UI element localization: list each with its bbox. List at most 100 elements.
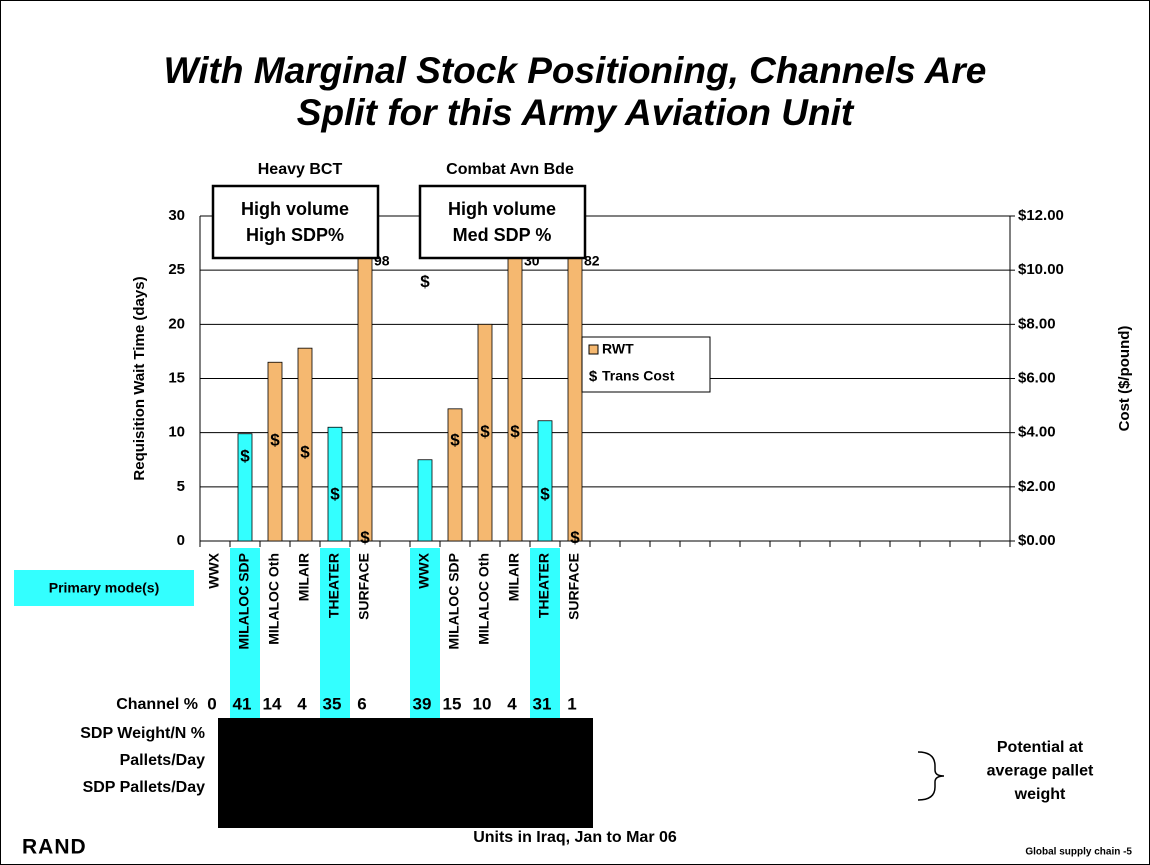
x-tick-label: MILALOC Oth [266, 553, 282, 645]
legend [581, 336, 711, 393]
x-tick-label: MILALOC SDP [446, 553, 462, 649]
channel-pct: 14 [263, 694, 282, 713]
cost-marker: $ [420, 272, 430, 291]
title-line: Split for this Army Aviation Unit [297, 92, 855, 133]
y-axis-label: Requisition Wait Time (days) [131, 276, 148, 480]
channel-pct: 39 [413, 694, 432, 713]
cost-marker: $ [240, 447, 250, 466]
y2-tick-label: $12.00 [1018, 207, 1064, 224]
legend-marker: $ [589, 368, 598, 385]
primary-key [14, 570, 194, 606]
note-line: Potential at [997, 739, 1084, 756]
y2-tick-label: $2.00 [1018, 478, 1056, 495]
channel-pct: 31 [533, 694, 552, 713]
primary-highlight [230, 548, 260, 718]
note-box [418, 184, 587, 260]
note-text: High volume [241, 199, 349, 219]
note-text: High volume [448, 199, 556, 219]
title-line: With Marginal Stock Positioning, Channel… [164, 50, 987, 91]
x-tick-label: MILAIR [296, 553, 312, 601]
y2-tick-label: $0.00 [1018, 532, 1056, 549]
bar [327, 426, 343, 542]
bar [447, 408, 463, 542]
row-value: 0.6 [440, 779, 462, 796]
brace [917, 751, 945, 801]
note-text: Med SDP % [453, 225, 552, 245]
legend-label: RWT [602, 341, 634, 357]
y2-tick-label: $8.00 [1018, 315, 1056, 332]
channel-pct: 4 [507, 694, 517, 713]
primary-highlight [530, 548, 560, 718]
legend-label: Trans Cost [602, 368, 675, 384]
row-label: Pallets/Day [120, 752, 205, 769]
channel-pct: 35 [323, 694, 342, 713]
row-label: SDP Pallets/Day [83, 779, 206, 796]
note-line: average pallet [987, 763, 1094, 780]
bars [237, 216, 583, 542]
y2-tick-label: $6.00 [1018, 369, 1056, 386]
y-tick-label: 30 [168, 207, 185, 224]
logo: RAND [22, 836, 87, 859]
cost-marker: $ [510, 422, 520, 441]
x-tick-label: THEATER [536, 553, 552, 618]
note-line: weight [1014, 786, 1066, 803]
channel-pct: 41 [233, 694, 252, 713]
table-bg [218, 718, 593, 828]
channel-pct: 0 [207, 694, 216, 713]
bar [537, 420, 553, 542]
cost-marker: $ [300, 442, 310, 461]
bar [567, 216, 583, 542]
y-tick-label: 25 [168, 261, 185, 278]
row-value: 38/67 [440, 725, 480, 742]
primary-highlight [410, 548, 440, 718]
bar [477, 323, 493, 542]
channel-pct: 6 [357, 694, 366, 713]
channel-pct: 15 [443, 694, 462, 713]
y-tick-label: 10 [168, 424, 185, 441]
primary-highlight [320, 548, 350, 718]
bar [237, 433, 253, 542]
x-tick-label: SURFACE [566, 553, 582, 620]
bar [507, 216, 523, 542]
group-label: Heavy BCT [258, 161, 343, 178]
page-number: Global supply chain -5 [1025, 847, 1132, 858]
x-tick-label: SURFACE [356, 553, 372, 620]
cost-marker: $ [330, 484, 340, 503]
x-tick-label: MILALOC SDP [236, 553, 252, 649]
channel-label: Channel % [116, 696, 198, 713]
row-value: 1.7 [232, 779, 254, 796]
cost-marker: $ [480, 422, 490, 441]
row-value: 3.2 [232, 752, 254, 769]
y-tick-label: 20 [168, 315, 185, 332]
note-text: High SDP% [246, 225, 344, 245]
value-label: 82 [584, 253, 600, 269]
x-tick-label: MILALOC Oth [476, 553, 492, 645]
channel-pct: 1 [567, 694, 576, 713]
x-tick-label: MILAIR [506, 553, 522, 601]
source: Units in Iraq, Jan to Mar 06 [473, 829, 677, 846]
x-tick-label: WWX [416, 552, 432, 588]
y2-tick-label: $10.00 [1018, 261, 1064, 278]
y2-axis-label: Cost ($/pound) [1116, 326, 1133, 432]
bar [267, 361, 283, 542]
y-tick-label: 5 [177, 478, 185, 495]
cost-marker: $ [360, 528, 370, 547]
bar [417, 459, 433, 542]
cost-marker: $ [570, 528, 580, 547]
row-label: SDP Weight/N % [80, 725, 205, 742]
channel-pct: 10 [473, 694, 492, 713]
cost-marker: $ [270, 430, 280, 449]
y2-tick-label: $4.00 [1018, 424, 1056, 441]
y-tick-label: 0 [177, 532, 185, 549]
x-tick-label: THEATER [326, 553, 342, 618]
cost-marker: $ [450, 430, 460, 449]
note-box [211, 184, 380, 260]
cost-marker: $ [540, 484, 550, 503]
channel-pct: 4 [297, 694, 307, 713]
row-value: 73/72 (2 SDP) [232, 725, 333, 742]
primary-label: Primary mode(s) [49, 580, 159, 596]
legend-swatch [588, 344, 599, 355]
bar [297, 347, 313, 542]
group-label: Combat Avn Bde [446, 161, 574, 178]
